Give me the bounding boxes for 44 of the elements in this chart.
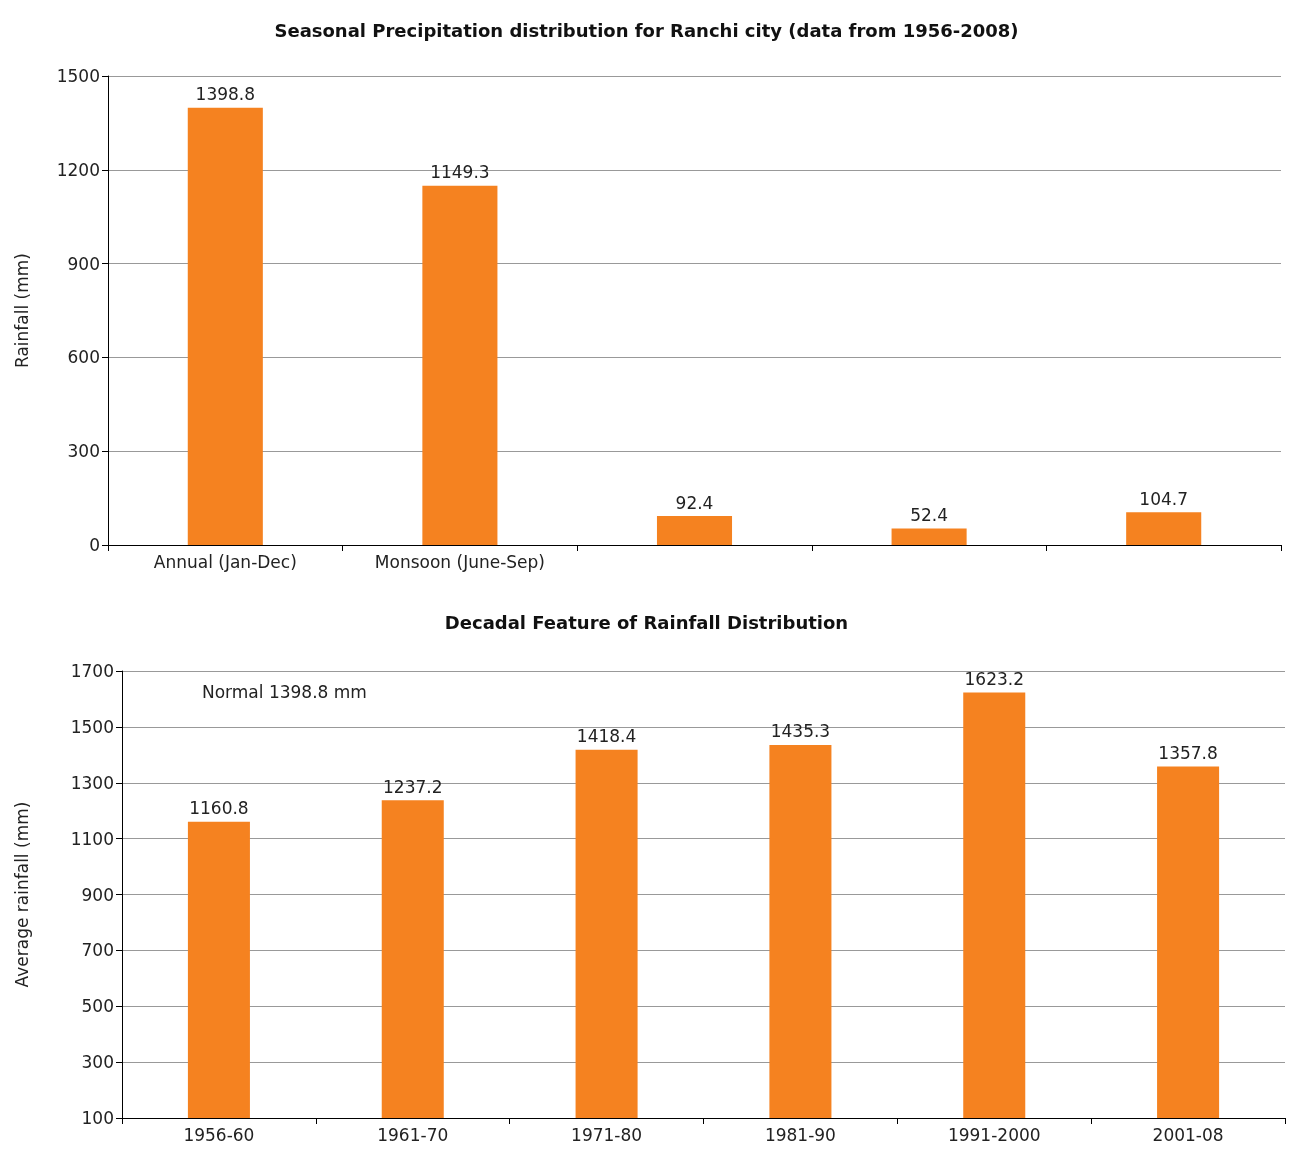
data-label: 1623.2 — [964, 668, 1024, 689]
y-tick-label: 600 — [67, 347, 100, 368]
x-tick-label: 1981-90 — [764, 1124, 836, 1145]
y-tick-label: 1700 — [70, 661, 114, 681]
data-label: 1149.3 — [430, 162, 490, 183]
y-axis-title: Average rainfall (mm) — [11, 801, 32, 988]
y-tick-label: 0 — [89, 535, 100, 555]
y-tick-label: 700 — [81, 940, 114, 961]
bar — [891, 528, 967, 545]
chart-title: Seasonal Precipitation distribution for Ranchi city (data from 1956-2008) — [274, 19, 1019, 41]
y-tick-label: 1200 — [56, 159, 100, 180]
bar — [1126, 512, 1202, 545]
data-label: 92.4 — [675, 492, 714, 513]
data-label: 1160.8 — [189, 798, 249, 819]
data-label: 1398.8 — [195, 84, 256, 105]
data-label: 1435.3 — [770, 721, 831, 742]
x-tick-label: Annual (Jan-Dec) — [153, 551, 297, 572]
data-label: 52.4 — [910, 505, 949, 526]
y-tick-label: 300 — [67, 441, 100, 462]
y-tick-label: 300 — [81, 1052, 114, 1073]
data-label: 1357.8 — [1158, 743, 1218, 764]
y-axis-title: Rainfall (mm) — [11, 253, 32, 368]
y-tick-label: 1500 — [56, 66, 100, 86]
x-tick-label: 1991-2000 — [947, 1124, 1041, 1145]
chart-title: Decadal Feature of Rainfall Distribution — [444, 611, 849, 633]
annotation: Normal 1398.8 mm — [202, 681, 367, 702]
y-tick-label: 100 — [81, 1108, 114, 1128]
x-tick-label: Monsoon (June-Sep) — [374, 551, 545, 572]
x-tick-label: 1956-60 — [183, 1124, 255, 1145]
y-tick-label: 1500 — [70, 716, 114, 737]
bar — [422, 185, 498, 545]
data-label: 1418.4 — [576, 726, 637, 747]
y-tick-label: 900 — [81, 884, 114, 905]
bar — [656, 516, 733, 545]
y-tick-label: 900 — [67, 253, 100, 274]
data-label: 104.7 — [1139, 488, 1189, 509]
data-label: 1237.2 — [383, 776, 443, 797]
y-tick-label: 1100 — [70, 828, 114, 849]
y-tick-label: 500 — [81, 996, 114, 1017]
x-tick-label: 1961-70 — [377, 1124, 449, 1145]
y-tick-label: 1300 — [70, 772, 114, 793]
x-tick-label: 2001-08 — [1152, 1124, 1224, 1145]
x-tick-label: 1971-80 — [571, 1124, 643, 1145]
bar — [187, 107, 263, 545]
